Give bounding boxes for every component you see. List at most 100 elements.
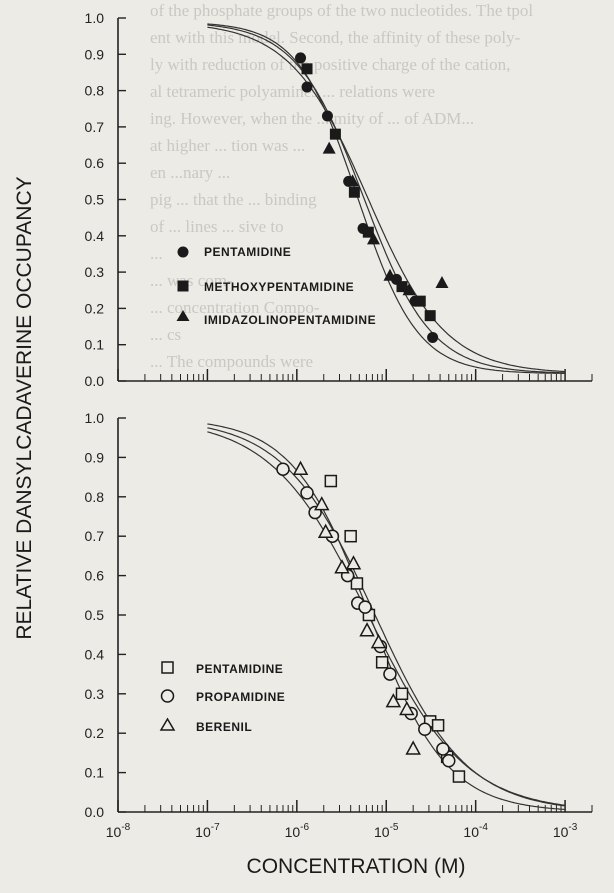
top-legend: PENTAMIDINE METHOXYPENTAMIDINE IMIDAZOLI… bbox=[176, 245, 376, 327]
background-text-line: at higher ... tion was ... bbox=[150, 136, 305, 155]
data-point-propamidine bbox=[276, 462, 290, 476]
data-point-methoxypentamidine bbox=[301, 63, 313, 75]
x-axis-label: CONCENTRATION (M) bbox=[247, 855, 466, 878]
background-text-line: ... concentration Compo- bbox=[150, 298, 320, 317]
y-tick-label: 0.2 bbox=[85, 300, 105, 316]
top-data-points bbox=[295, 52, 449, 343]
fit-curve-1 bbox=[207, 431, 566, 806]
data-point-pentamidine bbox=[301, 81, 313, 93]
data-point-pentamidine bbox=[295, 52, 307, 64]
data-point-berenil bbox=[313, 496, 330, 511]
y-tick-label: 0.6 bbox=[85, 155, 105, 171]
y-tick-label: 0.1 bbox=[85, 765, 105, 781]
background-text-line: ly with reduction of the positive charge… bbox=[150, 55, 510, 74]
legend-marker-berenil bbox=[159, 717, 176, 731]
y-tick-label: 0.9 bbox=[85, 449, 105, 465]
data-point-imidazolinopentamidine bbox=[383, 268, 397, 281]
data-point-pentamidine bbox=[324, 474, 338, 488]
x-tick-label: 10-8 bbox=[106, 822, 131, 840]
legend-marker-pentamidine bbox=[177, 246, 189, 258]
data-point-propamidine bbox=[300, 486, 314, 500]
background-text-line: al tetrameric polyamines ... relations w… bbox=[150, 82, 435, 101]
data-point-imidazolinopentamidine bbox=[402, 283, 416, 296]
legend-label-imidazolinopentamidine: IMIDAZOLINOPENTAMIDINE bbox=[204, 313, 376, 327]
legend-marker-imidazolinopentamidine bbox=[176, 310, 190, 321]
data-point-berenil bbox=[317, 523, 334, 539]
background-text-line: en ...nary ... bbox=[150, 163, 230, 182]
bottom-fit-curves bbox=[207, 423, 566, 811]
y-tick-label: 0.0 bbox=[85, 373, 105, 389]
legend-label-pentamidine-open: PENTAMIDINE bbox=[196, 662, 283, 676]
data-point-pentamidine bbox=[427, 331, 439, 343]
bottom-y-ticks: 0.0 0.1 0.2 0.3 0.4 0.5 0.6 0.7 0.8 0.9 1.0 bbox=[85, 410, 126, 820]
y-tick-label: 0.5 bbox=[85, 607, 105, 623]
y-tick-label: 0.4 bbox=[85, 646, 105, 662]
background-text-line: ... bbox=[150, 244, 163, 263]
data-point-berenil bbox=[385, 693, 402, 708]
y-tick-label: 0.3 bbox=[85, 264, 105, 280]
background-text-line: ... was com- bbox=[150, 271, 233, 290]
y-axis-label: RELATIVE DANSYLCADAVERINE OCCUPANCY bbox=[13, 176, 36, 639]
background-text-line: of the phosphate groups of the two nucle… bbox=[150, 1, 533, 20]
data-point-methoxypentamidine bbox=[329, 128, 341, 140]
y-tick-label: 0.2 bbox=[85, 725, 105, 741]
y-tick-label: 0.6 bbox=[85, 568, 105, 584]
legend-marker-pentamidine-open bbox=[161, 661, 174, 674]
data-point-pentamidine bbox=[350, 577, 364, 590]
legend-marker-methoxypentamidine bbox=[177, 280, 189, 292]
data-point-berenil bbox=[292, 460, 309, 475]
background-text-line: of ... lines ... sive to bbox=[150, 217, 284, 236]
data-point-pentamidine bbox=[344, 529, 357, 543]
bottom-legend: PENTAMIDINE PROPAMIDINE BERENIL bbox=[159, 661, 285, 734]
data-point-imidazolinopentamidine bbox=[366, 232, 380, 245]
data-point-propamidine bbox=[383, 667, 397, 681]
y-tick-label: 0.8 bbox=[85, 489, 105, 505]
top-y-ticks: 0.0 0.1 0.2 0.3 0.4 0.5 0.6 0.7 0.8 0.9 1.0 bbox=[85, 10, 126, 389]
y-tick-label: 0.3 bbox=[85, 686, 105, 702]
data-point-methoxypentamidine bbox=[348, 186, 360, 198]
bottom-data-points bbox=[276, 460, 466, 783]
data-point-pentamidine bbox=[431, 719, 445, 732]
legend-label-propamidine: PROPAMIDINE bbox=[196, 690, 285, 704]
y-tick-label: 0.8 bbox=[85, 83, 105, 99]
data-point-imidazolinopentamidine bbox=[435, 275, 449, 288]
y-tick-label: 1.0 bbox=[85, 10, 105, 26]
data-point-propamidine bbox=[436, 742, 450, 756]
data-point-pentamidine bbox=[395, 687, 409, 701]
data-point-pentamidine bbox=[375, 656, 389, 669]
background-text-line: ent with this model. Second, the affinit… bbox=[150, 28, 521, 47]
bottom-x-ticks: 10-8 10-7 10-6 10-5 10-4 10-3 bbox=[106, 800, 593, 840]
background-text-line: ... cs bbox=[150, 325, 181, 344]
data-point-berenil bbox=[370, 634, 387, 649]
y-tick-label: 0.4 bbox=[85, 228, 105, 244]
fit-curve-3 bbox=[207, 423, 566, 811]
x-tick-label: 10-6 bbox=[285, 822, 310, 840]
y-tick-label: 0.7 bbox=[85, 528, 105, 544]
data-point-pentamidine bbox=[452, 770, 466, 783]
bottom-panel: 0.00.10.20.30.40.50.60.70.80.91.0 10-8 10… bbox=[85, 410, 593, 840]
background-text-line: ing. However, when the ... mity of ... o… bbox=[150, 109, 474, 128]
data-point-berenil bbox=[405, 740, 421, 755]
top-panel: 0.0 0.1 0.2 0.3 0.4 0.5 0.6 0.7 0.8 0.9 1.0 PENTAM… bbox=[85, 10, 593, 389]
data-point-pentamidine bbox=[321, 110, 333, 122]
data-point-methoxypentamidine bbox=[396, 281, 408, 293]
data-point-berenil bbox=[359, 622, 375, 637]
x-tick-label: 10-4 bbox=[463, 822, 488, 840]
data-point-methoxypentamidine bbox=[362, 226, 374, 238]
data-point-propamidine bbox=[418, 722, 432, 737]
fit-curve-1 bbox=[207, 26, 566, 373]
data-point-berenil bbox=[345, 555, 362, 570]
y-tick-label: 0.7 bbox=[85, 119, 105, 135]
x-tick-label: 10-7 bbox=[195, 822, 220, 840]
legend-marker-propamidine bbox=[160, 689, 175, 703]
data-point-methoxypentamidine bbox=[414, 295, 426, 307]
data-point-propamidine bbox=[358, 600, 372, 614]
fit-curve-2 bbox=[207, 427, 566, 807]
data-point-imidazolinopentamidine bbox=[322, 141, 336, 154]
data-point-berenil bbox=[334, 559, 350, 574]
y-tick-label: 0.5 bbox=[85, 192, 105, 208]
legend-label-berenil: BERENIL bbox=[196, 720, 252, 734]
x-tick-label: 10-3 bbox=[553, 822, 578, 840]
y-tick-label: 1.0 bbox=[85, 410, 105, 426]
